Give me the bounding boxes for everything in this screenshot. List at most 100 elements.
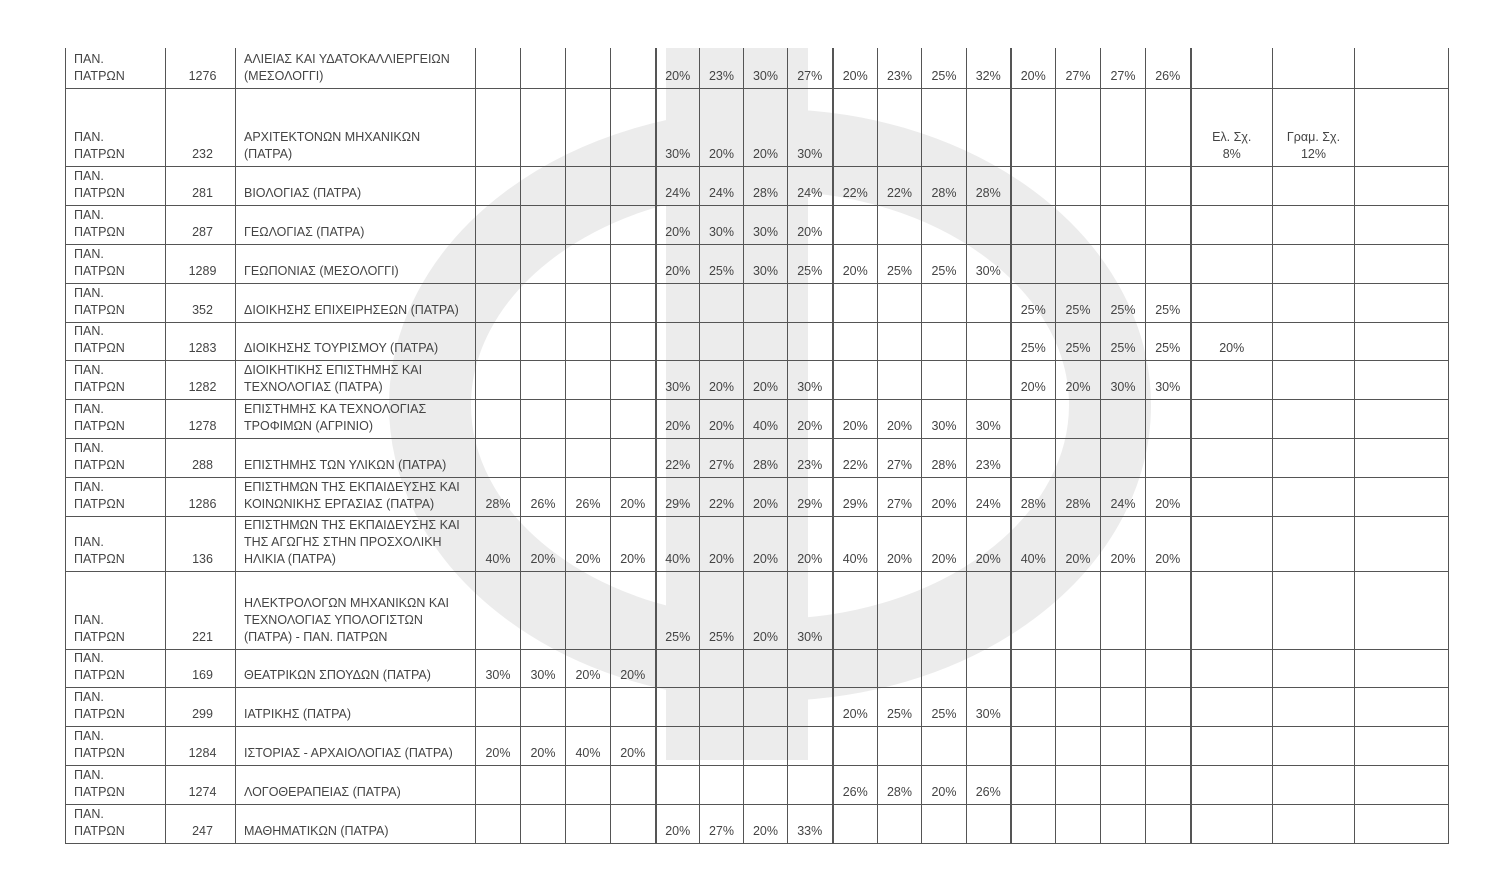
table-row: ΠΑΝ. ΠΑΤΡΩΝ 288 ΕΠΙΣΤΗΜΗΣ ΤΩΝ ΥΛΙΚΩΝ (ΠΑΤΡ… (65, 437, 1449, 478)
department-cell: ΕΠΙΣΤΗΜΩΝ ΤΗΣ ΕΚΠΑΙΔΕΥΣΗΣ ΚΑΙ ΚΟΙΝΩΝΙΚΗΣ… (235, 476, 476, 517)
extra-cell (1272, 321, 1355, 361)
percentage-cell: 30% (787, 359, 834, 400)
institution-cell: ΠΑΝ. ΠΑΤΡΩΝ (65, 803, 166, 844)
extra-cell (1272, 398, 1355, 439)
code-cell: 136 (165, 515, 236, 572)
percentage-cell (565, 359, 611, 400)
department-cell: ΒΙΟΛΟΓΙΑΣ (ΠΑΤΡΑ) (235, 165, 476, 206)
percentage-cell: 20% (832, 48, 878, 89)
percentage-cell (699, 648, 744, 688)
percentage-cell: 27% (787, 48, 834, 89)
institution-cell: ΠΑΝ. ΠΑΤΡΩΝ (65, 764, 166, 805)
table-row: ΠΑΝ. ΠΑΤΡΩΝ 221 ΗΛΕΚΤΡΟΛΟΓΩΝ ΜΗΧΑΝΙΚΩΝ ΚΑΙ… (65, 570, 1449, 650)
percentage-cell: 28% (743, 165, 788, 206)
extra-cell (1272, 359, 1355, 400)
extra-cell: Γραμ. Σχ. 12% (1272, 87, 1355, 167)
extra-cell (1354, 204, 1449, 245)
percentage-cell (1055, 165, 1101, 206)
percentage-cell (787, 282, 834, 323)
percentage-cell: 25% (1055, 321, 1101, 361)
percentage-cell (921, 725, 967, 766)
percentage-cell (743, 686, 788, 727)
percentage-cell: 25% (1010, 282, 1056, 323)
department-cell: ΘΕΑΤΡΙΚΩΝ ΣΠΟΥΔΩΝ (ΠΑΤΡΑ) (235, 648, 476, 688)
extra-cell (1190, 243, 1273, 284)
percentage-cell: 20% (787, 204, 834, 245)
percentage-cell: 25% (877, 243, 922, 284)
percentage-cell (966, 803, 1012, 844)
percentage-cell: 28% (743, 437, 788, 478)
table-row: ΠΑΝ. ΠΑΤΡΩΝ 352 ΔΙΟΙΚΗΣΗΣ ΕΠΙΧΕΙΡΗΣΕΩΝ (ΠΑ… (65, 282, 1449, 323)
percentage-cell: 28% (1010, 476, 1056, 517)
extra-cell (1190, 515, 1273, 572)
percentage-cell: 33% (787, 803, 834, 844)
percentage-cell (699, 725, 744, 766)
percentage-cell (921, 803, 967, 844)
percentage-cell (832, 282, 878, 323)
percentage-cell: 20% (475, 725, 521, 766)
percentage-cell (520, 803, 566, 844)
percentage-cell: 25% (699, 570, 744, 650)
percentage-cell: 23% (787, 437, 834, 478)
percentage-cell (475, 48, 521, 89)
percentage-cell (1145, 648, 1192, 688)
extra-cell (1190, 437, 1273, 478)
percentage-cell (475, 321, 521, 361)
percentage-cell: 30% (921, 398, 967, 439)
percentage-cell: 30% (475, 648, 521, 688)
percentage-cell (520, 87, 566, 167)
institution-cell: ΠΑΝ. ΠΑΤΡΩΝ (65, 648, 166, 688)
percentage-cell: 30% (743, 204, 788, 245)
code-cell: 1289 (165, 243, 236, 284)
percentage-cell (475, 87, 521, 167)
code-cell: 1283 (165, 321, 236, 361)
percentage-cell (1055, 570, 1101, 650)
percentage-cell (1010, 398, 1056, 439)
admission-percentages-table: ΠΑΝ. ΠΑΤΡΩΝ 1276 ΑΛΙΕΙΑΣ ΚΑΙ ΥΔΑΤΟΚΑΛΛΙΕΡΓ… (65, 48, 1449, 844)
percentage-cell (743, 764, 788, 805)
percentage-cell: 20% (787, 398, 834, 439)
percentage-cell (655, 764, 700, 805)
percentage-cell: 25% (1100, 321, 1146, 361)
percentage-cell: 20% (743, 570, 788, 650)
percentage-cell (1055, 204, 1101, 245)
extra-cell (1190, 686, 1273, 727)
percentage-cell: 27% (877, 476, 922, 517)
percentage-cell (1010, 87, 1056, 167)
percentage-cell: 22% (877, 165, 922, 206)
percentage-cell (921, 87, 967, 167)
percentage-cell: 30% (743, 243, 788, 284)
percentage-cell: 25% (655, 570, 700, 650)
table-row: ΠΑΝ. ΠΑΤΡΩΝ 1283 ΔΙΟΙΚΗΣΗΣ ΤΟΥΡΙΣΜΟΥ (ΠΑΤΡ… (65, 321, 1449, 361)
extra-cell (1272, 48, 1355, 89)
percentage-cell (655, 648, 700, 688)
extra-cell (1354, 282, 1449, 323)
department-cell: ΔΙΟΙΚΗΤΙΚΗΣ ΕΠΙΣΤΗΜΗΣ ΚΑΙ ΤΕΧΝΟΛΟΓΙΑΣ (Π… (235, 359, 476, 400)
percentage-cell: 20% (1055, 515, 1101, 572)
percentage-cell (921, 204, 967, 245)
extra-cell (1354, 803, 1449, 844)
percentage-cell (565, 165, 611, 206)
percentage-cell (966, 725, 1012, 766)
percentage-cell: 32% (966, 48, 1012, 89)
percentage-cell (966, 204, 1012, 245)
percentage-cell (1055, 725, 1101, 766)
percentage-cell (1145, 764, 1192, 805)
percentage-cell: 24% (966, 476, 1012, 517)
percentage-cell (699, 686, 744, 727)
code-cell: 352 (165, 282, 236, 323)
percentage-cell (1055, 437, 1101, 478)
percentage-cell: 26% (520, 476, 566, 517)
table-row: ΠΑΝ. ΠΑΤΡΩΝ 247 ΜΑΘΗΜΑΤΙΚΩΝ (ΠΑΤΡΑ) 20% 27% 2… (65, 803, 1449, 844)
extra-cell (1272, 282, 1355, 323)
percentage-cell: 25% (921, 686, 967, 727)
table-row: ΠΑΝ. ΠΑΤΡΩΝ 1274 ΛΟΓΟΘΕΡΑΠΕΙΑΣ (ΠΑΤΡΑ) 26% 2… (65, 764, 1449, 805)
percentage-cell (520, 764, 566, 805)
percentage-cell (475, 165, 521, 206)
percentage-cell: 20% (565, 648, 611, 688)
percentage-cell: 29% (832, 476, 878, 517)
percentage-cell (565, 570, 611, 650)
percentage-cell: 22% (655, 437, 700, 478)
department-cell: ΔΙΟΙΚΗΣΗΣ ΕΠΙΧΕΙΡΗΣΕΩΝ (ΠΑΤΡΑ) (235, 282, 476, 323)
percentage-cell: 26% (832, 764, 878, 805)
